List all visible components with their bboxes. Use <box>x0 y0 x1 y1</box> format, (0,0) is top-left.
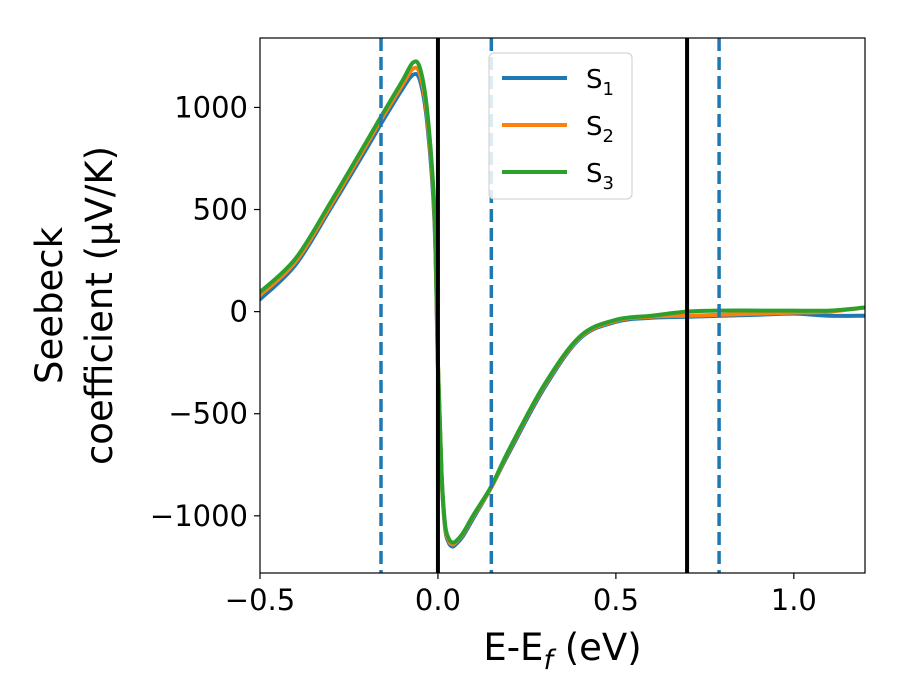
axes: −0.5 0.0 0.5 1.0 −1000 −500 0 500 1000 E-Ef (eV) S… <box>28 37 866 676</box>
x-axis-label-unit: (eV) <box>553 626 642 669</box>
legend-label-s1: S1 <box>586 65 614 100</box>
legend-label-s2: S2 <box>586 112 614 147</box>
x-axis-label: E-Ef (eV) <box>483 626 641 676</box>
y-axis-label-line1: Seebeck <box>28 226 71 384</box>
x-tick-label: 0.5 <box>593 583 639 617</box>
legend-label-sub: 2 <box>603 126 614 147</box>
legend-label-sub: 3 <box>603 173 614 194</box>
legend-label-main: S <box>586 159 603 189</box>
y-tick-label: 0 <box>230 295 248 329</box>
plot-inner <box>260 38 865 573</box>
legend-label-s3: S3 <box>586 159 614 194</box>
x-tick-label: 1.0 <box>771 583 817 617</box>
x-tick-label: 0.0 <box>415 583 461 617</box>
y-axis-label-line2: coefficient (μV/K) <box>78 146 121 465</box>
legend-label-main: S <box>586 65 603 95</box>
x-axis-label-main: E-E <box>483 626 543 669</box>
axes-frame <box>259 37 866 574</box>
legend-label-sub: 1 <box>603 79 614 100</box>
plot-area <box>260 38 865 573</box>
y-tick-label: 1000 <box>174 90 248 124</box>
y-tick-label: −1000 <box>150 499 248 533</box>
y-tick-label: 500 <box>193 193 248 227</box>
x-tick-label: −0.5 <box>225 583 295 617</box>
y-tick-label: −500 <box>168 397 248 431</box>
legend-label-main: S <box>586 112 603 142</box>
